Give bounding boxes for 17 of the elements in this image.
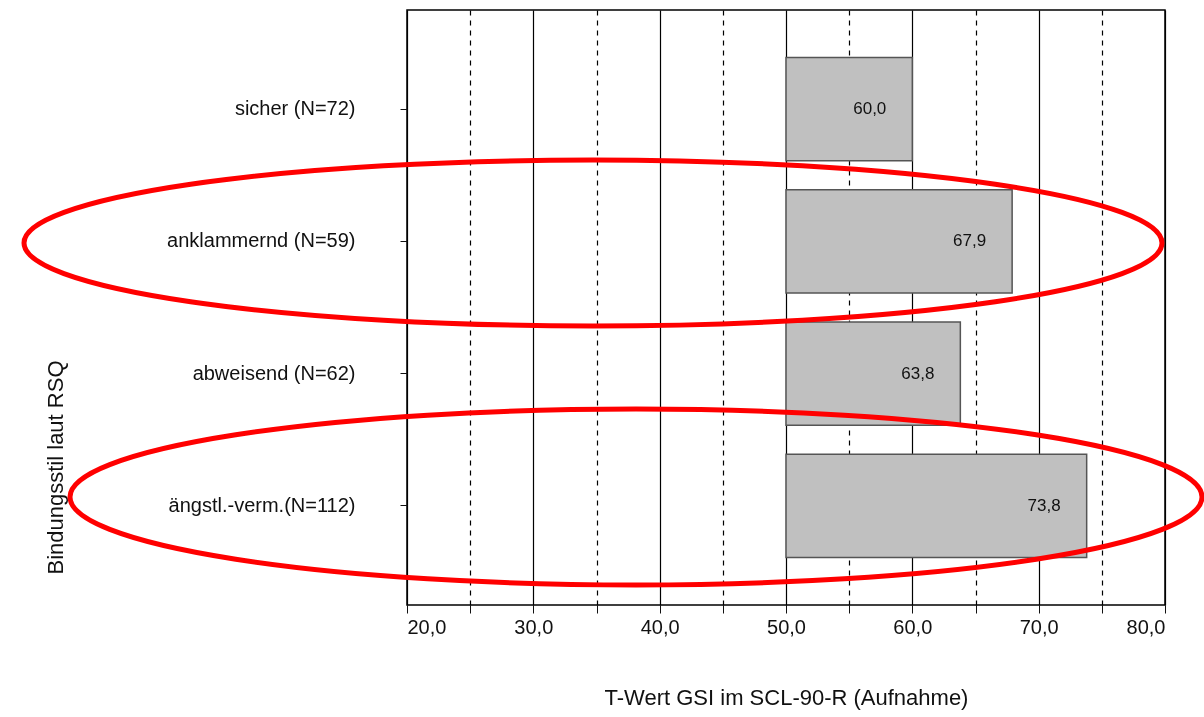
x-tick-label: 20,0 bbox=[407, 615, 447, 638]
x-tick-label: 50,0 bbox=[767, 615, 806, 638]
y-tick-label: sicher (N=72) bbox=[234, 97, 356, 120]
y-tick-label: anklammernd (N=59) bbox=[167, 229, 356, 252]
x-tick-label: 80,0 bbox=[1126, 615, 1166, 638]
data-label: 63,8 bbox=[901, 363, 935, 383]
x-tick-label: 40,0 bbox=[640, 615, 680, 638]
y-tick-label: ängstl.-verm.(N=112) bbox=[168, 493, 356, 516]
x-tick-label: 60,0 bbox=[893, 615, 933, 638]
y-tick-label: abweisend (N=62) bbox=[192, 361, 356, 384]
y-axis-title: Bindungsstil laut RSQ bbox=[42, 360, 68, 575]
x-axis-title: T-Wert GSI im SCL-90-R (Aufnahme) bbox=[604, 684, 969, 710]
data-label: 60,0 bbox=[853, 99, 887, 119]
data-label: 73,8 bbox=[1027, 495, 1061, 515]
x-tick-label: 30,0 bbox=[514, 615, 554, 638]
x-tick-label: 70,0 bbox=[1019, 615, 1059, 638]
data-label: 67,9 bbox=[953, 231, 987, 251]
